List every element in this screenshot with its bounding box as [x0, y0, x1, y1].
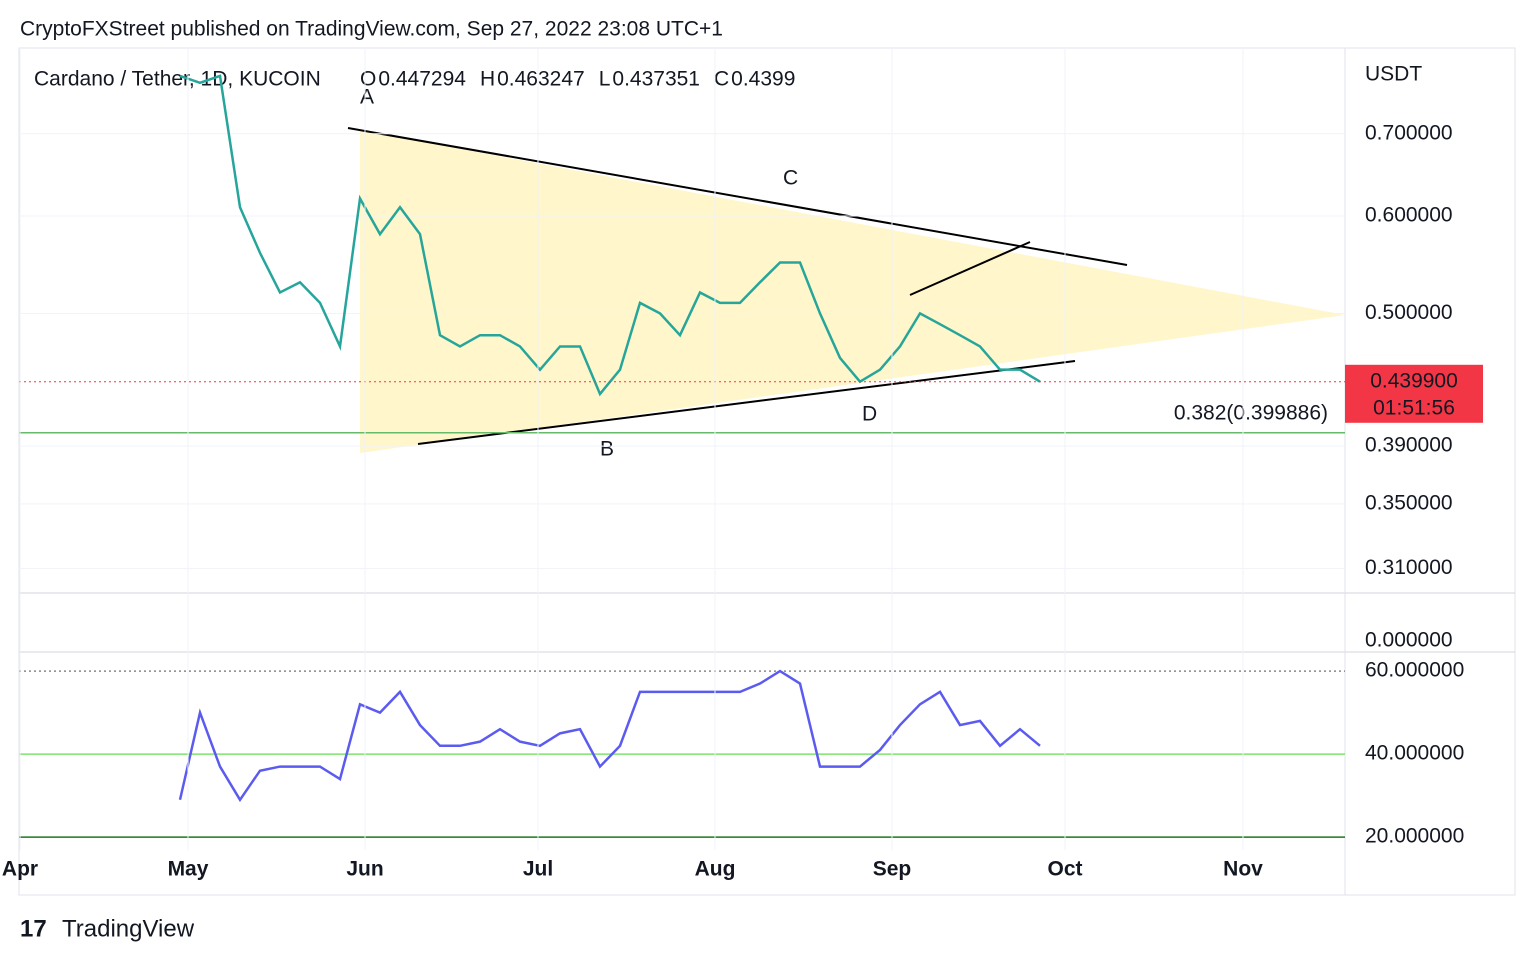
y-tick-label: 0.310000: [1365, 556, 1453, 579]
x-tick-label: Oct: [1047, 858, 1082, 881]
chart-frame: [18, 47, 1516, 896]
countdown: 01:51:56: [1373, 396, 1455, 419]
y-tick-label: 0.390000: [1365, 434, 1453, 457]
x-tick-label: Apr: [2, 858, 38, 881]
y-tick-label: 20.000000: [1365, 825, 1464, 848]
triangle: [360, 130, 1345, 453]
y-tick-label: 0.500000: [1365, 301, 1453, 324]
trendline: [909, 241, 1031, 296]
currency: USDT: [1365, 63, 1422, 86]
x-tick-label: Sep: [873, 858, 912, 881]
trendline: [417, 360, 1076, 445]
point-label: A: [360, 86, 374, 109]
header: CryptoFXStreet published on TradingView.…: [20, 18, 723, 41]
y-tick-label: 60.000000: [1365, 659, 1464, 682]
ohlc-value: 0.4399: [731, 68, 795, 91]
logo-mark: 17: [20, 915, 47, 942]
point-label: B: [600, 438, 614, 461]
ohlc-key: O: [360, 68, 376, 91]
y-tick-label: 0.350000: [1365, 491, 1453, 514]
fib-label: 0.382(0.399886): [1174, 401, 1328, 424]
ohlc-value: 0.463247: [497, 68, 585, 91]
trendline: [347, 127, 1128, 266]
ohlc-value: 0.447294: [378, 68, 466, 91]
last-price-box: [1345, 364, 1483, 423]
ohlc-key: L: [599, 68, 611, 91]
x-tick-label: May: [168, 858, 209, 881]
rsi-line: [178, 669, 1041, 803]
y-tick-label: 0.000000: [1365, 629, 1453, 652]
x-tick-label: Nov: [1223, 858, 1263, 881]
y-tick-label: 0.700000: [1365, 121, 1453, 144]
point-label: D: [862, 403, 877, 426]
ohlc-value: 0.437351: [612, 68, 700, 91]
ohlc-key: C: [714, 68, 729, 91]
ohlc-key: H: [480, 68, 495, 91]
symbol: Cardano / Tether, 1D, KUCOIN: [34, 68, 321, 91]
x-tick-label: Aug: [695, 858, 736, 881]
x-tick-label: Jul: [523, 858, 553, 881]
x-tick-label: Jun: [346, 858, 383, 881]
point-label: C: [783, 167, 798, 190]
brand: TradingView: [62, 915, 195, 942]
last-price-label: 0.439900: [1370, 369, 1458, 392]
y-tick-label: 0.600000: [1365, 204, 1453, 227]
y-tick-label: 40.000000: [1365, 742, 1464, 765]
